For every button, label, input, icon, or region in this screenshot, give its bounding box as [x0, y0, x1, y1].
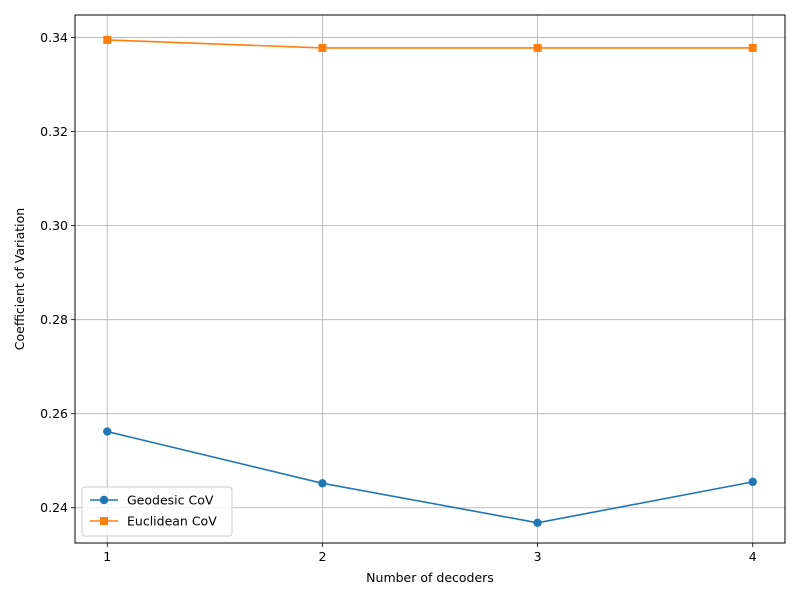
- series-2: [103, 35, 757, 52]
- series-line: [107, 39, 753, 49]
- legend-item: Euclidean CoV: [90, 514, 217, 529]
- x-axis-label: Number of decoders: [366, 570, 494, 585]
- data-point: [748, 43, 757, 52]
- x-tick-label: 1: [103, 549, 111, 564]
- legend-item: Geodesic CoV: [90, 493, 214, 508]
- y-tick-label: 0.32: [40, 124, 68, 139]
- series-1: [103, 427, 757, 527]
- y-tick-label: 0.28: [40, 312, 68, 327]
- grid-lines: [75, 15, 785, 543]
- series-line: [107, 430, 753, 524]
- legend-marker: [99, 495, 109, 505]
- legend-marker: [100, 517, 108, 525]
- legend-label: Euclidean CoV: [127, 514, 217, 529]
- x-tick-label: 4: [749, 549, 757, 564]
- plot-area-frame: [74, 14, 786, 544]
- y-tick-label: 0.24: [40, 500, 68, 515]
- axis-ticks: 1 2 3 4 0.24 0.26 0.28 0.30 0.32 0.34: [40, 30, 757, 564]
- legend: Geodesic CoV Euclidean CoV: [81, 486, 233, 537]
- x-tick-label: 2: [318, 549, 326, 564]
- series-group: [103, 35, 757, 527]
- data-point: [533, 43, 542, 52]
- data-point: [103, 427, 112, 436]
- legend-box: [81, 486, 233, 537]
- data-point: [748, 477, 757, 487]
- legend-label: Geodesic CoV: [127, 493, 214, 508]
- y-tick-label: 0.26: [40, 406, 68, 421]
- y-tick-label: 0.34: [40, 30, 68, 45]
- data-point: [318, 479, 327, 488]
- data-point: [318, 43, 327, 52]
- data-point: [103, 35, 112, 44]
- y-axis-label: Coefficient of Variation: [12, 208, 27, 350]
- y-tick-label: 0.30: [40, 218, 68, 233]
- x-tick-label: 3: [534, 549, 542, 564]
- data-point: [533, 518, 542, 527]
